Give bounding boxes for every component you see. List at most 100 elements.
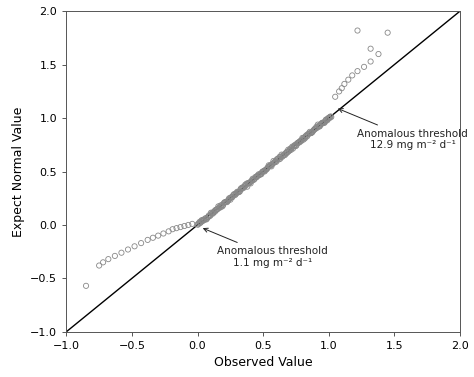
Point — [213, 206, 221, 212]
Point — [233, 190, 240, 196]
Point — [216, 205, 223, 211]
Point — [228, 194, 235, 200]
Point — [263, 166, 271, 172]
Point — [325, 115, 332, 121]
Point — [289, 146, 297, 152]
Point — [298, 138, 305, 144]
Point — [237, 186, 244, 192]
Point — [95, 262, 103, 268]
Point — [204, 214, 212, 220]
Point — [279, 153, 287, 159]
Point — [307, 130, 315, 136]
Point — [304, 131, 311, 137]
Point — [244, 180, 252, 186]
Point — [284, 147, 292, 153]
Point — [217, 204, 225, 210]
Point — [203, 216, 211, 222]
Point — [321, 118, 329, 124]
Point — [301, 135, 309, 141]
Point — [223, 199, 230, 205]
Point — [233, 189, 241, 195]
Point — [296, 139, 303, 145]
Point — [199, 218, 207, 224]
Point — [208, 211, 215, 217]
Point — [315, 124, 323, 130]
Point — [318, 120, 326, 126]
Point — [226, 195, 234, 201]
Point — [241, 182, 249, 188]
Point — [283, 149, 291, 155]
Point — [273, 159, 280, 165]
Text: Anomalous threshold
12.9 mg m⁻² d⁻¹: Anomalous threshold 12.9 mg m⁻² d⁻¹ — [339, 109, 468, 150]
Point — [335, 89, 343, 95]
Point — [318, 121, 325, 127]
Point — [272, 158, 279, 164]
Point — [228, 194, 236, 200]
Point — [236, 189, 243, 195]
Point — [255, 171, 263, 177]
Point — [202, 215, 210, 221]
Point — [250, 177, 258, 183]
Point — [302, 132, 310, 138]
Point — [269, 161, 276, 167]
Point — [261, 169, 268, 175]
Point — [195, 220, 203, 226]
Point — [249, 177, 257, 183]
Point — [309, 129, 316, 135]
Point — [244, 184, 251, 190]
Point — [312, 126, 319, 132]
Point — [215, 203, 222, 209]
Point — [209, 210, 216, 216]
Point — [254, 173, 261, 179]
Point — [242, 182, 250, 188]
Point — [302, 133, 310, 139]
Point — [264, 164, 272, 170]
Point — [198, 217, 205, 223]
Point — [265, 163, 273, 169]
Point — [260, 168, 268, 174]
Point — [221, 199, 229, 205]
Point — [245, 180, 252, 186]
Y-axis label: Expect Normal Value: Expect Normal Value — [12, 106, 25, 237]
Point — [201, 217, 208, 223]
Point — [105, 256, 112, 262]
Point — [252, 174, 259, 180]
Point — [276, 154, 283, 160]
Point — [267, 162, 274, 169]
Point — [246, 179, 254, 185]
Point — [262, 167, 269, 173]
Point — [225, 197, 232, 203]
Point — [196, 219, 203, 225]
Point — [295, 139, 303, 145]
Point — [210, 209, 218, 215]
Point — [316, 123, 324, 129]
Point — [299, 135, 306, 141]
Point — [354, 68, 361, 74]
Point — [310, 126, 318, 132]
Point — [319, 120, 327, 126]
Point — [323, 116, 330, 123]
Point — [348, 72, 356, 78]
Point — [217, 202, 224, 208]
Point — [264, 165, 271, 171]
Point — [291, 142, 299, 148]
Point — [281, 152, 289, 158]
Point — [292, 143, 300, 149]
Point — [111, 253, 118, 259]
Point — [322, 116, 330, 123]
Point — [243, 181, 250, 187]
Point — [218, 202, 226, 208]
Point — [277, 153, 285, 159]
Point — [257, 171, 265, 177]
Point — [266, 162, 274, 169]
Point — [196, 220, 204, 226]
Point — [275, 156, 283, 162]
Point — [271, 159, 279, 165]
Point — [124, 247, 132, 253]
Point — [258, 169, 266, 175]
Point — [173, 225, 180, 231]
Point — [326, 115, 333, 121]
Point — [229, 192, 237, 198]
Point — [384, 30, 392, 36]
Point — [319, 120, 326, 126]
